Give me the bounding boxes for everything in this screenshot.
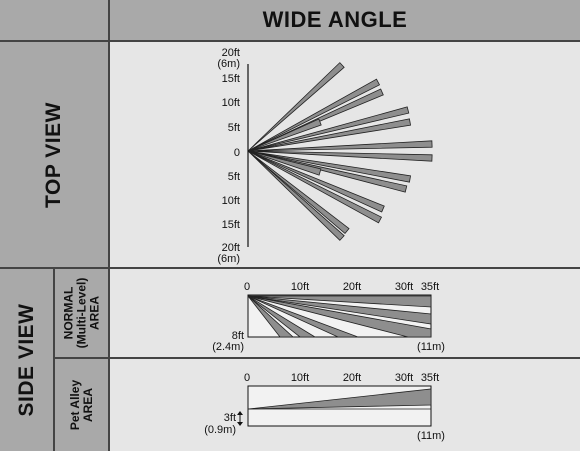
pet-tick-10: 10ft: [291, 372, 309, 384]
side-view-label: SIDE VIEW: [14, 303, 38, 417]
top-beam: [247, 150, 433, 162]
normal-tick-35: 35ft: [421, 281, 439, 293]
normal-height-ft: 8ft: [232, 330, 244, 342]
header-corner: [0, 0, 110, 42]
tick-upper-5: 5ft: [228, 122, 240, 134]
side-beam: [247, 295, 432, 338]
normal-area-label: NORMAL (Multi-Level) AREA: [61, 277, 101, 349]
normal-label-line3: AREA: [87, 295, 101, 331]
normal-area-label-cell: NORMAL (Multi-Level) AREA: [55, 269, 110, 359]
pet-height-arrow-up: [237, 411, 243, 415]
tick-lower-15: 15ft: [222, 219, 240, 231]
tick-upper-20: 20ft: [222, 47, 240, 59]
top-beam: [247, 150, 322, 176]
top-view-label-cell: TOP VIEW: [0, 42, 110, 269]
top-beam: [247, 150, 385, 213]
side-view-label-cell: SIDE VIEW: [0, 269, 55, 451]
pet-tick-30: 30ft: [395, 372, 413, 384]
normal-tick-30: 30ft: [395, 281, 413, 293]
pet-height-m: (0.9m): [204, 424, 236, 436]
side-beam: [247, 295, 295, 338]
pet-tick-35: 35ft: [421, 372, 439, 384]
metric-top: (6m): [217, 58, 240, 70]
top-beam: [247, 150, 383, 224]
tick-zero: 0: [234, 147, 240, 159]
normal-area-panel: 0 10ft 20ft 30ft 35ft 8ft (2.4m) (11m): [110, 269, 580, 359]
tick-lower-5: 5ft: [228, 171, 240, 183]
top-beam: [247, 78, 381, 152]
pet-tick-0: 0: [244, 372, 250, 384]
top-beam: [247, 106, 410, 152]
top-beam: [247, 140, 433, 152]
tick-upper-15: 15ft: [222, 73, 240, 85]
top-view-label: TOP VIEW: [42, 101, 65, 208]
tick-lower-10: 10ft: [222, 195, 240, 207]
top-view-plot: 20ft (6m) 15ft 10ft 5ft 0 5ft 10ft 15ft …: [217, 47, 433, 265]
side-beam: [247, 295, 317, 338]
top-beam: [247, 118, 322, 152]
normal-label-line2: (Multi-Level): [74, 277, 88, 349]
top-view-beams: [247, 62, 433, 241]
side-beam: [247, 295, 432, 308]
normal-height-m: (2.4m): [212, 341, 244, 353]
side-beam: [247, 295, 432, 325]
pet-alley-panel: 0 10ft 20ft 30ft 35ft 3ft (0.9m) (11m): [110, 359, 580, 451]
top-beam: [247, 150, 350, 235]
tick-upper-10: 10ft: [222, 97, 240, 109]
normal-range-m: (11m): [417, 341, 445, 353]
top-beam: [247, 150, 412, 183]
top-view-panel: 20ft (6m) 15ft 10ft 5ft 0 5ft 10ft 15ft …: [110, 42, 580, 269]
pet-range-m: (11m): [417, 430, 445, 442]
diagram-title: WIDE ANGLE: [262, 7, 408, 32]
pet-alley-label: Pet Alley AREA: [67, 379, 95, 431]
header: WIDE ANGLE: [110, 0, 580, 42]
pet-alley-beam: [247, 388, 432, 410]
normal-tick-0: 0: [244, 281, 250, 293]
top-beam: [247, 62, 345, 152]
normal-tick-20: 20ft: [343, 281, 361, 293]
top-beam: [247, 150, 345, 241]
side-beam: [247, 295, 359, 338]
normal-area-plot: 0 10ft 20ft 30ft 35ft 8ft (2.4m) (11m): [212, 281, 445, 353]
pet-alley-plot: 0 10ft 20ft 30ft 35ft 3ft (0.9m) (11m): [204, 372, 445, 442]
tick-lower-20: 20ft: [222, 242, 240, 254]
normal-label-line1: NORMAL: [61, 286, 75, 340]
pet-height-arrow-down: [237, 422, 243, 426]
pet-alley-label-cell: Pet Alley AREA: [55, 359, 110, 451]
pet-height-ft: 3ft: [224, 412, 236, 424]
metric-bottom: (6m): [217, 253, 240, 265]
top-beam: [247, 118, 412, 152]
normal-area-beams: [247, 295, 432, 338]
normal-tick-10: 10ft: [291, 281, 309, 293]
pet-label-line1: Pet Alley: [67, 379, 82, 431]
pet-label-line2: AREA: [80, 388, 95, 423]
pet-tick-20: 20ft: [343, 372, 361, 384]
